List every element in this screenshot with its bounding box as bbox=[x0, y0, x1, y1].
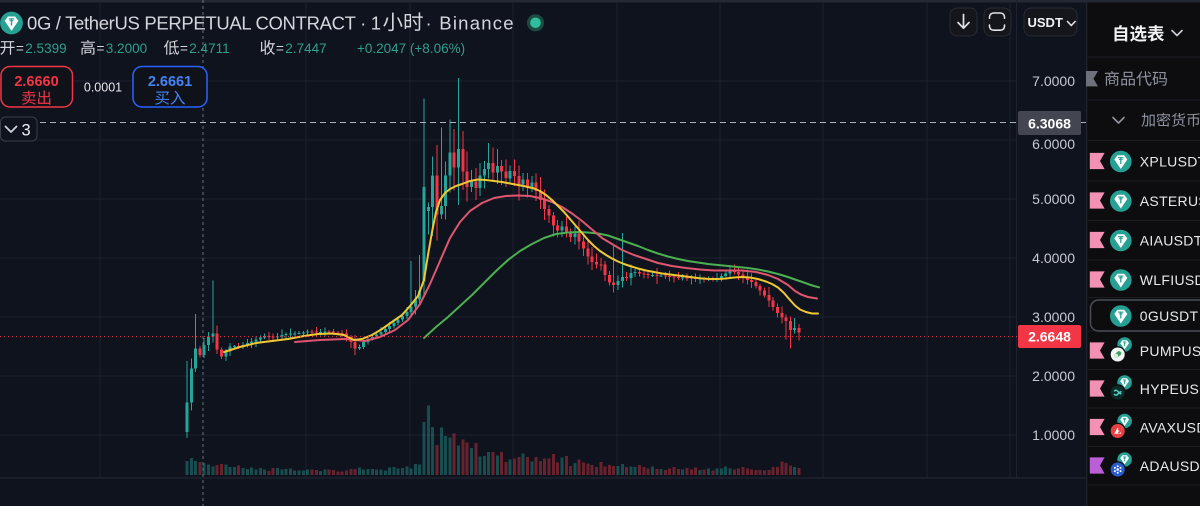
svg-text:6.0000: 6.0000 bbox=[1032, 136, 1075, 152]
svg-text:USDT: USDT bbox=[1028, 15, 1063, 30]
svg-text:1.0000: 1.0000 bbox=[1032, 427, 1075, 443]
svg-text:2.7447: 2.7447 bbox=[285, 41, 326, 56]
svg-text:2.6660: 2.6660 bbox=[14, 74, 58, 90]
svg-text:HYPEUSDT: HYPEUSDT bbox=[1140, 381, 1200, 397]
svg-text:3: 3 bbox=[22, 122, 31, 140]
svg-text:2.4711: 2.4711 bbox=[189, 41, 229, 56]
svg-text:2.6648: 2.6648 bbox=[1028, 329, 1071, 345]
svg-text:=: = bbox=[16, 41, 24, 56]
svg-text:2.5399: 2.5399 bbox=[25, 41, 66, 56]
svg-text:3.2000: 3.2000 bbox=[106, 41, 147, 56]
svg-text:0GUSDT: 0GUSDT bbox=[1140, 308, 1199, 324]
svg-text:2.0000: 2.0000 bbox=[1032, 368, 1075, 384]
svg-text:XPLUSDT: XPLUSDT bbox=[1140, 153, 1200, 169]
svg-text:2.6661: 2.6661 bbox=[148, 74, 192, 90]
svg-text:· Binance: · Binance bbox=[426, 13, 514, 34]
svg-text:=: = bbox=[276, 41, 284, 56]
svg-text:5.0000: 5.0000 bbox=[1032, 191, 1075, 207]
svg-text:=: = bbox=[180, 41, 188, 56]
svg-text:+0.2047 (+8.06%): +0.2047 (+8.06%) bbox=[357, 41, 465, 56]
svg-text:0G / TetherUS PERPETUAL CONTRA: 0G / TetherUS PERPETUAL CONTRACT · 1 bbox=[27, 13, 381, 34]
svg-text:AIAUSDT: AIAUSDT bbox=[1140, 232, 1200, 248]
svg-text:=: = bbox=[97, 41, 105, 56]
svg-text:ASTERUSDT: ASTERUSDT bbox=[1140, 193, 1200, 209]
svg-text:ADAUSDT: ADAUSDT bbox=[1140, 458, 1200, 474]
svg-text:6.3068: 6.3068 bbox=[1028, 116, 1071, 132]
svg-text:0.0001: 0.0001 bbox=[84, 81, 122, 95]
svg-text:4.0000: 4.0000 bbox=[1032, 250, 1075, 266]
svg-text:WLFIUSDT: WLFIUSDT bbox=[1140, 272, 1200, 288]
svg-text:7.0000: 7.0000 bbox=[1032, 73, 1075, 89]
svg-text:3.0000: 3.0000 bbox=[1032, 309, 1075, 325]
svg-text:PUMPUSDT: PUMPUSDT bbox=[1140, 343, 1200, 359]
svg-text:AVAXUSDT: AVAXUSDT bbox=[1140, 419, 1200, 435]
